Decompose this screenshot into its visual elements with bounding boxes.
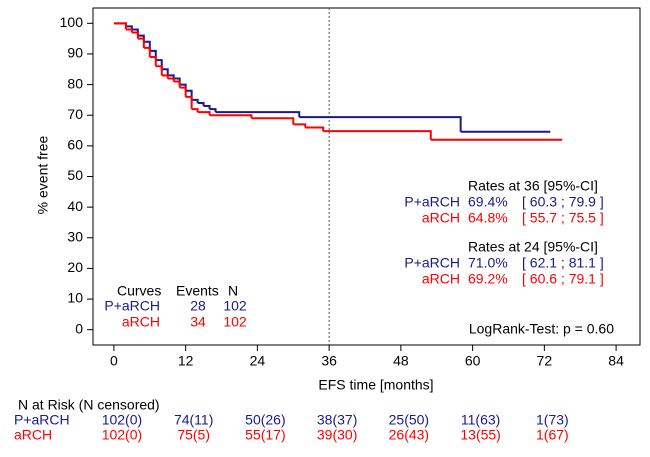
curve-step <box>131 31 139 39</box>
curves-cell: 102 <box>223 314 247 330</box>
curve-step <box>305 126 325 132</box>
risk-cell: 75(5) <box>177 427 210 443</box>
y-tick-label: 90 <box>67 45 83 61</box>
curve-step <box>197 111 211 116</box>
y-tick-label: 30 <box>67 228 83 244</box>
rates-name: P+aRCH <box>404 255 460 271</box>
y-tick-label: 10 <box>67 290 83 306</box>
curve-step <box>215 111 301 118</box>
curves-header: N <box>228 283 238 299</box>
curve-step <box>209 114 253 119</box>
curve-step <box>299 116 462 132</box>
x-tick-label: 0 <box>110 353 118 369</box>
y-tick-label: 80 <box>67 75 83 91</box>
risk-table-title: N at Risk (N censored) <box>18 397 160 413</box>
curve-step <box>125 28 133 33</box>
rates-ci: [ 60.6 ; 79.1 ] <box>522 271 604 287</box>
risk-cell: 74(11) <box>174 412 213 428</box>
risk-cell: 55(17) <box>245 427 285 443</box>
risk-cell: 102(0) <box>102 427 142 443</box>
curves-cell: 28 <box>190 298 206 314</box>
rates-title: Rates at 24 [95%-CI] <box>468 239 598 255</box>
risk-cell: 25(50) <box>389 412 429 428</box>
curve-step <box>161 74 169 79</box>
curve-step <box>161 68 169 76</box>
risk-cell: 11(63) <box>461 412 500 428</box>
curve-step <box>323 130 432 140</box>
y-tick-label: 0 <box>75 320 83 336</box>
x-tick-label: 48 <box>393 353 409 369</box>
curve-step <box>203 105 211 110</box>
risk-cell: 13(55) <box>460 427 500 443</box>
risk-name: P+aRCH <box>14 412 70 428</box>
risk-cell: 1(67) <box>536 427 569 443</box>
risk-cell: 26(43) <box>389 427 429 443</box>
risk-cell: 39(30) <box>317 427 357 443</box>
curve-step <box>251 117 295 125</box>
curve-step <box>179 86 187 97</box>
curves-cell: 102 <box>223 298 247 314</box>
y-tick-label: 20 <box>67 259 83 275</box>
rates-title: Rates at 36 [95%-CI] <box>468 178 598 194</box>
curve-step <box>137 37 145 48</box>
risk-name: aRCH <box>14 427 52 443</box>
rates-name: aRCH <box>422 271 460 287</box>
rates-estimate: 69.4% <box>468 194 508 210</box>
curve-step <box>191 108 199 113</box>
rates-estimate: 64.8% <box>468 210 508 226</box>
x-tick-label: 84 <box>608 353 624 369</box>
risk-cell: 102(0) <box>102 412 142 428</box>
rates-name: P+aRCH <box>404 194 460 210</box>
rates-ci: [ 55.7 ; 75.5 ] <box>522 210 604 226</box>
x-tick-label: 72 <box>537 353 553 369</box>
curve-step <box>191 98 199 103</box>
curves-cell: 34 <box>190 314 206 330</box>
curve-step <box>167 74 175 79</box>
curves-header: Events <box>176 283 219 299</box>
risk-cell: 1(73) <box>536 412 569 428</box>
x-tick-label: 60 <box>465 353 481 369</box>
curve-step <box>185 95 193 110</box>
y-tick-label: 50 <box>67 167 83 183</box>
y-axis-label: % event free <box>35 135 51 214</box>
curve-step <box>167 77 175 82</box>
rates-estimate: 71.0% <box>468 255 508 271</box>
curve-step <box>209 108 217 113</box>
curve-step <box>125 25 133 30</box>
rates-ci: [ 60.3 ; 79.9 ] <box>522 194 604 210</box>
rates-estimate: 69.2% <box>468 271 508 287</box>
y-tick-label: 70 <box>67 106 83 122</box>
curve-step <box>149 56 157 67</box>
curves-name: P+aRCH <box>104 298 160 314</box>
x-axis-label: EFS time [months] <box>318 377 433 393</box>
x-tick-label: 24 <box>250 353 266 369</box>
y-tick-label: 60 <box>67 137 83 153</box>
curve-step <box>113 22 127 30</box>
risk-cell: 38(37) <box>317 412 357 428</box>
curve-step <box>173 80 181 88</box>
curve-step <box>143 46 151 58</box>
curve-step <box>155 65 163 76</box>
x-tick-label: 12 <box>178 353 194 369</box>
curve-step <box>293 123 307 128</box>
risk-cell: 50(26) <box>245 412 285 428</box>
curves-header: Curves <box>117 283 161 299</box>
y-tick-label: 40 <box>67 198 83 214</box>
rates-name: aRCH <box>422 210 460 226</box>
y-tick-label: 100 <box>60 14 84 30</box>
x-tick-label: 36 <box>321 353 337 369</box>
curves-name: aRCH <box>122 314 160 330</box>
logrank: LogRank-Test: p = 0.60 <box>469 321 614 337</box>
rates-ci: [ 62.1 ; 81.1 ] <box>522 255 604 271</box>
curve-step <box>197 101 205 107</box>
